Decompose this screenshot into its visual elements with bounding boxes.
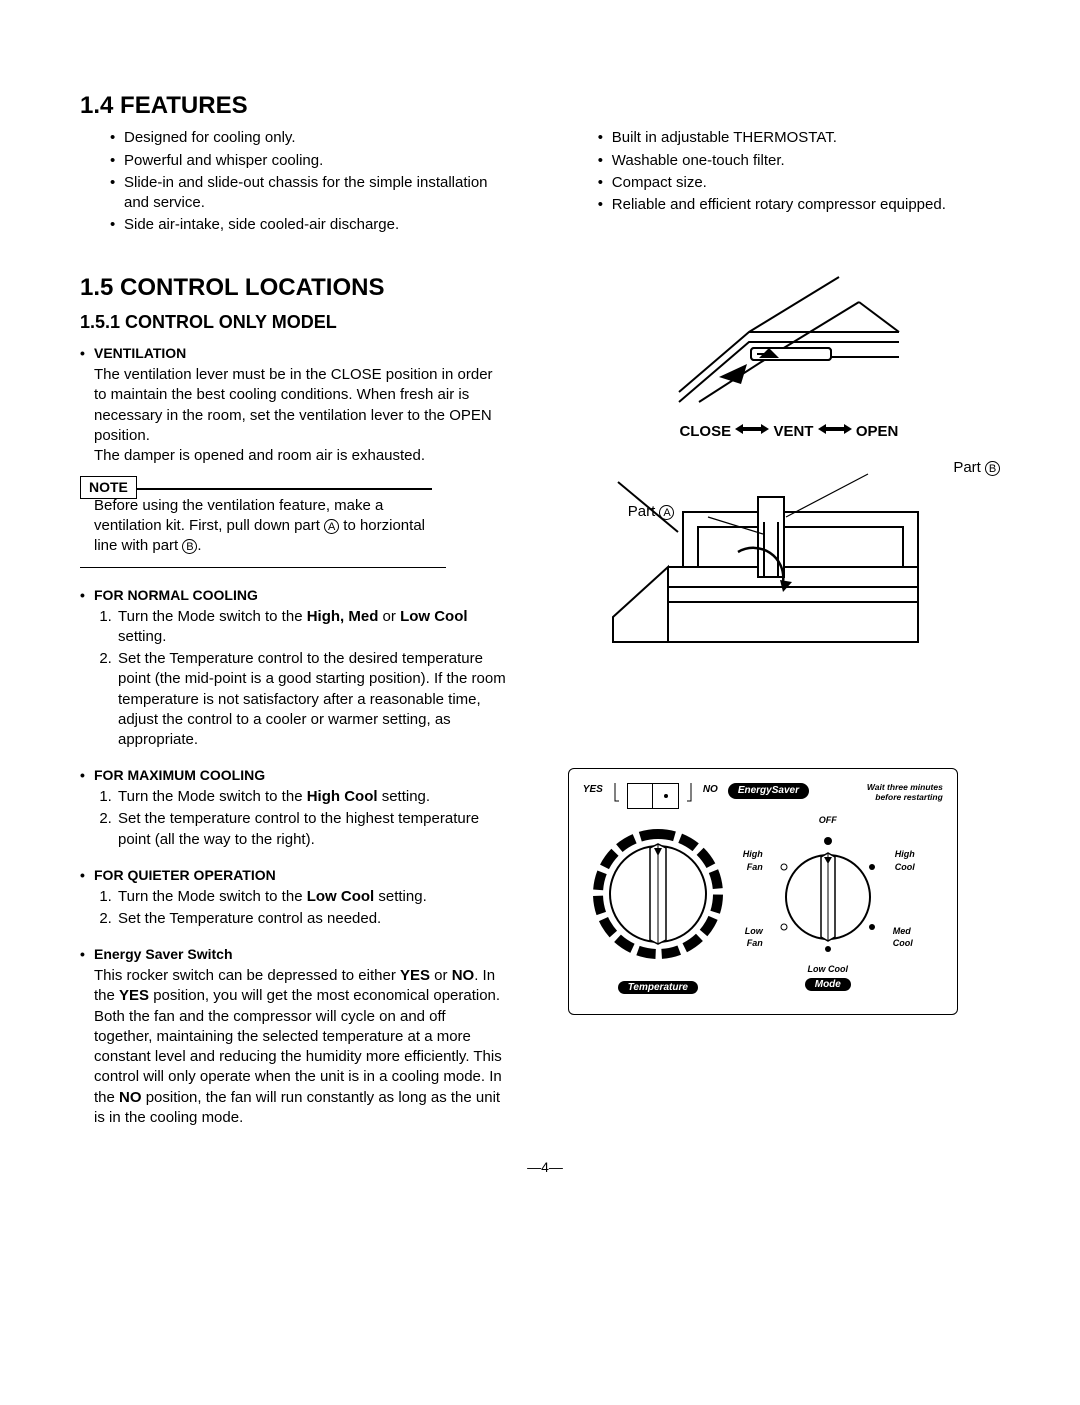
- feature-item: Reliable and efficient rotary compressor…: [598, 195, 1010, 215]
- mode-badge: Mode: [805, 978, 851, 991]
- part-a-label: Part A: [628, 502, 675, 522]
- step-item: Set the Temperature control as needed.: [116, 909, 508, 929]
- low-cool-label: Low Cool: [808, 963, 849, 975]
- feature-item: Washable one-touch filter.: [598, 151, 1010, 171]
- step-item: Turn the Mode switch to the High, Med or…: [116, 607, 508, 648]
- part-b-label: Part B: [953, 458, 1000, 478]
- feature-item: Built in adjustable THERMOSTAT.: [598, 128, 1010, 148]
- step-item: Turn the Mode switch to the High Cool se…: [116, 787, 508, 807]
- temp-knob-icon: [583, 819, 733, 969]
- heading-features: 1.4 FEATURES: [80, 90, 1010, 122]
- feature-item: Side air-intake, side cooled-air dischar…: [110, 215, 508, 235]
- subheading-control-only: 1.5.1 CONTROL ONLY MODEL: [80, 310, 508, 334]
- vent-svg-icon: [659, 272, 919, 412]
- feature-item: Powerful and whisper cooling.: [110, 151, 508, 171]
- vent-diagram: CLOSE VENT OPEN: [568, 272, 1010, 443]
- topic-ventilation: VENTILATION: [80, 344, 508, 363]
- features-columns: Designed for cooling only. Powerful and …: [80, 128, 1010, 237]
- part-svg-icon: [608, 462, 928, 662]
- step-item: Turn the Mode switch to the Low Cool set…: [116, 887, 508, 907]
- topic-normal-cooling: FOR NORMAL COOLING: [80, 586, 508, 605]
- topic-energy-saver: Energy Saver Switch: [80, 945, 508, 964]
- temperature-badge: Temperature: [618, 981, 698, 994]
- mode-knob[interactable]: OFF HighFan HighCool LowFan MedCool Low …: [763, 822, 893, 993]
- energy-saver-body: This rocker switch can be depressed to e…: [80, 966, 508, 1128]
- wait-text: Wait three minutesbefore restarting: [867, 783, 943, 802]
- features-right-list: Built in adjustable THERMOSTAT. Washable…: [568, 128, 1010, 215]
- off-label: OFF: [819, 814, 837, 826]
- features-left-list: Designed for cooling only. Powerful and …: [80, 128, 508, 235]
- feature-item: Slide-in and slide-out chassis for the s…: [110, 173, 508, 214]
- diagrams-column: CLOSE VENT OPEN Part B Part A: [568, 272, 1010, 1129]
- vent-labels: CLOSE VENT OPEN: [568, 422, 1010, 442]
- topic-quieter: FOR QUIETER OPERATION: [80, 866, 508, 885]
- control-text-column: 1.5 CONTROL LOCATIONS 1.5.1 CONTROL ONLY…: [80, 272, 508, 1129]
- note-box: NOTE Before using the ventilation featur…: [80, 476, 508, 567]
- page-number: —4—: [80, 1158, 1010, 1177]
- low-fan-label: LowFan: [737, 925, 763, 949]
- control-panel: YES NO EnergySaver Wait three minutesbef…: [568, 768, 958, 1015]
- step-item: Set the Temperature control to the desir…: [116, 649, 508, 750]
- note-body: Before using the ventilation feature, ma…: [80, 490, 446, 568]
- part-diagram: Part B Part A: [608, 462, 1010, 668]
- high-cool-label: HighCool: [895, 848, 923, 872]
- feature-item: Compact size.: [598, 173, 1010, 193]
- ventilation-body: The ventilation lever must be in the CLO…: [80, 365, 508, 466]
- no-label: NO: [703, 783, 718, 797]
- note-label: NOTE: [80, 476, 137, 499]
- step-item: Set the temperature control to the highe…: [116, 809, 508, 850]
- quiet-steps: Turn the Mode switch to the Low Cool set…: [80, 887, 508, 930]
- mode-knob-icon: [763, 822, 893, 972]
- med-cool-label: MedCool: [893, 925, 921, 949]
- normal-cooling-steps: Turn the Mode switch to the High, Med or…: [80, 607, 508, 751]
- yes-label: YES: [583, 783, 603, 797]
- energy-saver-badge: EnergySaver: [728, 783, 809, 799]
- max-cooling-steps: Turn the Mode switch to the High Cool se…: [80, 787, 508, 850]
- heading-control-locations: 1.5 CONTROL LOCATIONS: [80, 272, 508, 304]
- temperature-knob[interactable]: Temperature: [583, 819, 733, 996]
- feature-item: Designed for cooling only.: [110, 128, 508, 148]
- high-fan-label: HighFan: [735, 848, 763, 872]
- topic-max-cooling: FOR MAXIMUM COOLING: [80, 766, 508, 785]
